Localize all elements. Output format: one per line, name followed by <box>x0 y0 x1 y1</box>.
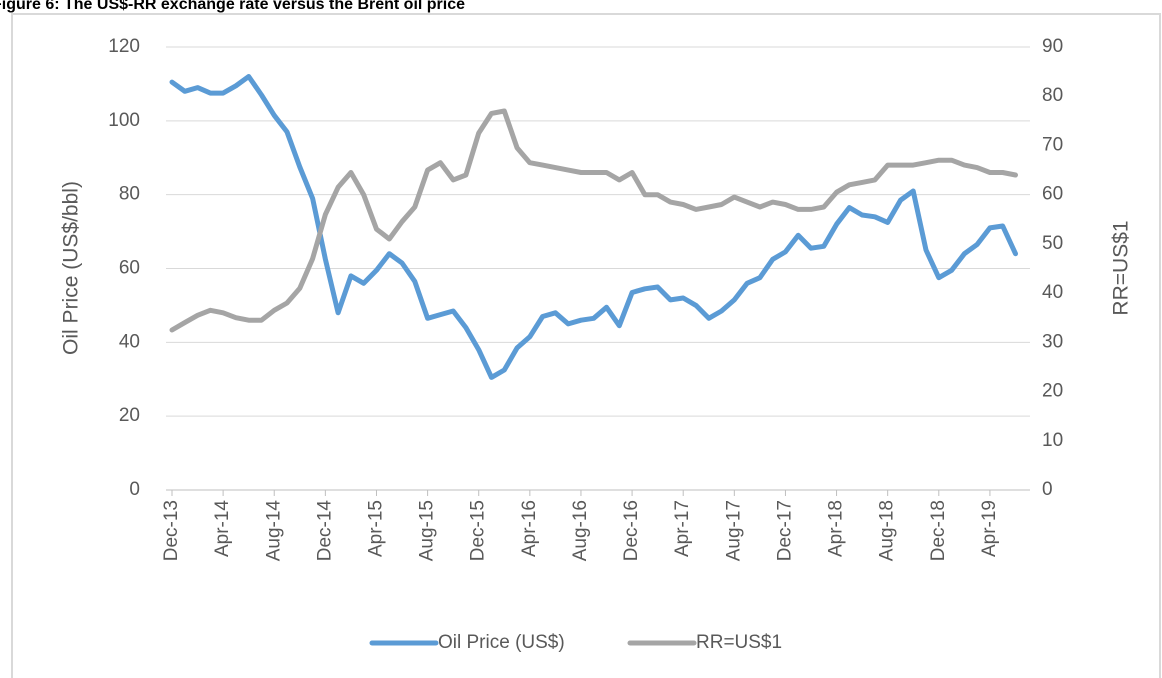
y-axis-title: Oil Price (US$/bbl) <box>60 181 83 355</box>
x-tick-label: Dec-16 <box>621 500 642 561</box>
x-tick-label: Aug-16 <box>570 500 591 561</box>
y-tick-label: 120 <box>108 36 140 57</box>
y2-tick-label: 60 <box>1042 184 1063 205</box>
y2-tick-label: 50 <box>1042 233 1063 254</box>
y2-tick-label: 0 <box>1042 479 1053 500</box>
x-tick-label: Apr-19 <box>979 500 1000 557</box>
y2-tick-label: 40 <box>1042 282 1063 303</box>
y-tick-label: 100 <box>108 110 140 131</box>
y2-tick-label: 90 <box>1042 36 1063 57</box>
y2-tick-label: 80 <box>1042 85 1063 106</box>
x-tick-label: Apr-17 <box>672 500 693 557</box>
y2-axis-title: RR=US$1 <box>1110 220 1133 315</box>
series-line <box>169 74 1018 380</box>
chart-title: Figure 6: The US$-RR exchange rate versu… <box>0 0 465 13</box>
x-tick-label: Dec-17 <box>774 500 795 561</box>
x-tick-label: Apr-18 <box>826 500 847 557</box>
x-tick-label: Apr-16 <box>519 500 540 557</box>
x-tick-label: Dec-15 <box>468 500 489 561</box>
chart-frame <box>11 13 1161 678</box>
y2-tick-label: 20 <box>1042 381 1063 402</box>
x-tick-label: Dec-13 <box>161 500 182 561</box>
x-tick-label: Dec-18 <box>928 500 949 561</box>
y2-tick-label: 30 <box>1042 331 1063 352</box>
y-tick-label: 20 <box>119 405 140 426</box>
y-tick-label: 80 <box>119 184 140 205</box>
x-tick-label: Aug-17 <box>723 500 744 561</box>
x-tick-label: Aug-15 <box>417 500 438 561</box>
y2-tick-label: 70 <box>1042 134 1063 155</box>
x-tick-label: Aug-18 <box>877 500 898 561</box>
x-tick-label: Aug-14 <box>263 500 284 562</box>
x-tick-label: Dec-14 <box>314 500 335 562</box>
x-tick-label: Apr-14 <box>212 500 233 557</box>
y2-tick-label: 10 <box>1042 430 1063 451</box>
legend-label: Oil Price (US$) <box>438 632 565 653</box>
y-tick-label: 60 <box>119 258 140 279</box>
y-tick-label: 0 <box>129 479 140 500</box>
series-line <box>169 108 1018 333</box>
y-tick-label: 40 <box>119 331 140 352</box>
x-tick-label: Apr-15 <box>365 500 386 557</box>
legend-label: RR=US$1 <box>696 632 782 653</box>
